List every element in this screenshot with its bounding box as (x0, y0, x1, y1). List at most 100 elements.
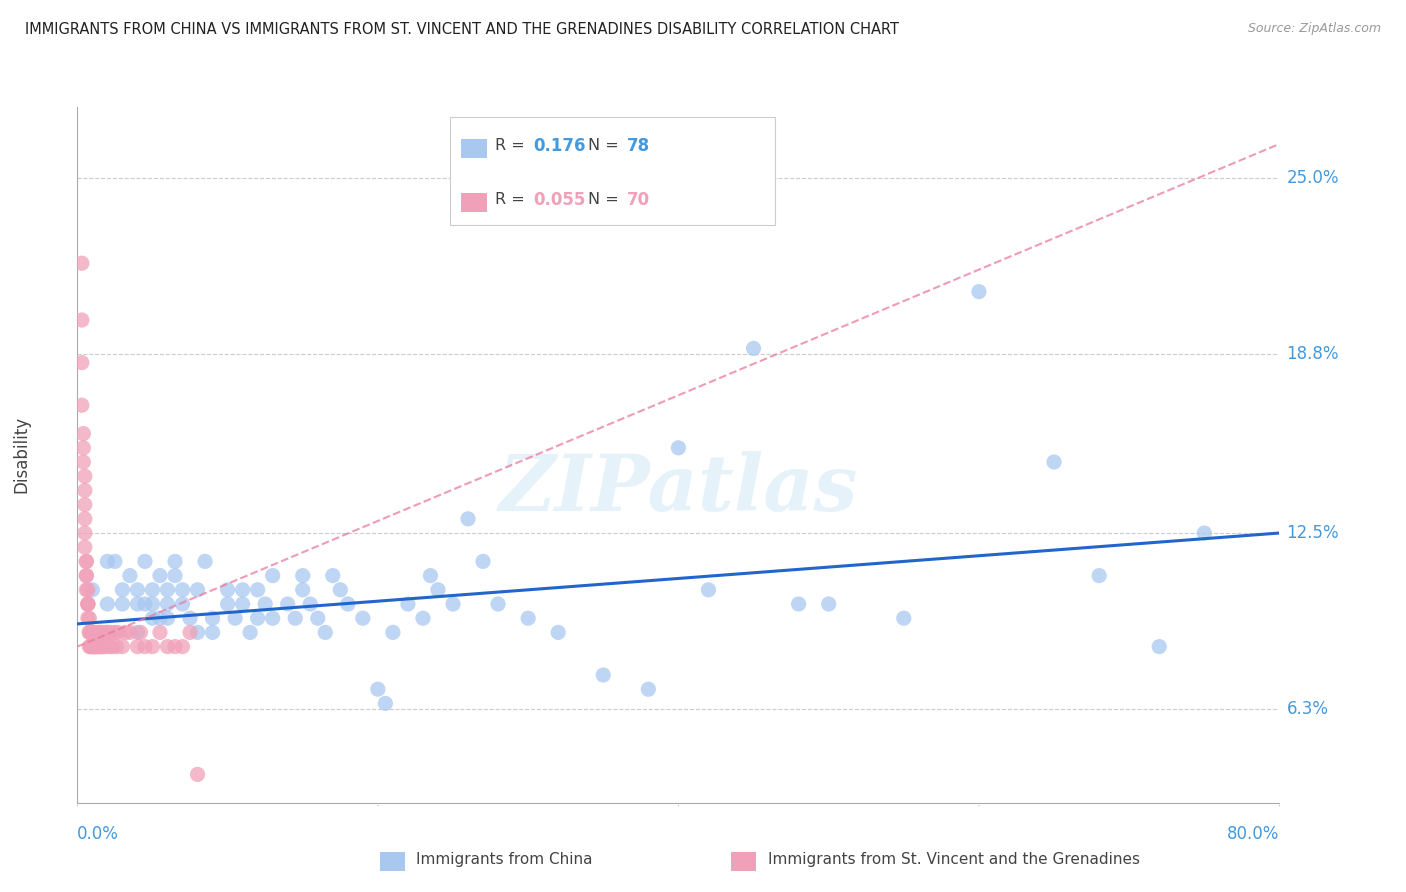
Text: N =: N = (588, 193, 624, 207)
Point (82, 640, 104, 654)
Point (967, 285, 990, 299)
Point (336, 597, 359, 611)
Point (83, 640, 105, 654)
Point (134, 640, 156, 654)
Point (172, 640, 194, 654)
Point (277, 597, 299, 611)
Point (86, 640, 108, 654)
Point (787, 597, 810, 611)
Point (396, 597, 419, 611)
Point (111, 640, 134, 654)
Text: Disability: Disability (13, 417, 30, 493)
Point (104, 554, 127, 568)
Point (291, 568, 314, 582)
Point (149, 625, 172, 640)
Point (82, 625, 104, 640)
Point (75, 568, 97, 582)
Text: Source: ZipAtlas.com: Source: ZipAtlas.com (1247, 22, 1381, 36)
Point (93, 640, 115, 654)
Point (1149, 640, 1171, 654)
Point (80, 640, 103, 654)
Point (90, 640, 112, 654)
Point (134, 554, 156, 568)
Point (547, 625, 569, 640)
Point (73, 512, 96, 526)
Point (70, 313, 93, 327)
Text: Immigrants from St. Vincent and the Grenadines: Immigrants from St. Vincent and the Gren… (768, 853, 1140, 867)
Point (179, 611, 201, 625)
Point (89, 625, 111, 640)
Point (381, 625, 404, 640)
Text: 6.3%: 6.3% (1286, 700, 1329, 718)
Point (94, 625, 117, 640)
Point (72, 455, 94, 469)
Point (163, 640, 186, 654)
Point (105, 640, 128, 654)
Point (134, 597, 156, 611)
Point (73, 526, 96, 541)
Point (79, 625, 101, 640)
Point (82, 625, 104, 640)
Point (70, 398, 93, 412)
Point (79, 625, 101, 640)
Point (232, 597, 254, 611)
Point (70, 356, 93, 370)
Point (80, 640, 103, 654)
Point (76, 597, 98, 611)
Point (1043, 455, 1066, 469)
Point (75, 568, 97, 582)
Point (127, 597, 149, 611)
Point (668, 441, 690, 455)
Point (87, 640, 110, 654)
Point (322, 568, 344, 582)
Point (111, 582, 134, 597)
Point (186, 767, 209, 781)
Point (127, 625, 149, 640)
Point (73, 483, 96, 498)
Point (517, 611, 540, 625)
Point (75, 554, 97, 568)
Point (592, 668, 614, 682)
Point (76, 582, 98, 597)
Point (186, 582, 209, 597)
Point (141, 640, 163, 654)
Point (100, 625, 122, 640)
Point (314, 625, 336, 640)
Point (76, 597, 98, 611)
Point (141, 611, 163, 625)
Point (79, 640, 101, 654)
Point (83, 640, 105, 654)
Point (70, 256, 93, 270)
Point (697, 582, 720, 597)
Text: R =: R = (495, 193, 530, 207)
Point (329, 582, 352, 597)
Point (246, 582, 269, 597)
Text: N =: N = (588, 138, 624, 153)
Point (86, 625, 108, 640)
Point (172, 597, 194, 611)
Point (79, 611, 101, 625)
Point (91, 640, 114, 654)
Point (72, 441, 94, 455)
Point (201, 611, 224, 625)
Point (163, 554, 186, 568)
Point (299, 597, 322, 611)
Point (1088, 568, 1111, 582)
Point (307, 611, 329, 625)
Point (441, 597, 464, 611)
Point (82, 625, 104, 640)
Point (194, 554, 217, 568)
Point (84, 640, 107, 654)
Point (427, 582, 450, 597)
Point (96, 625, 118, 640)
Text: 0.055: 0.055 (533, 191, 585, 209)
Point (262, 611, 284, 625)
Point (82, 582, 104, 597)
Point (246, 611, 269, 625)
Point (156, 640, 179, 654)
Text: 70: 70 (627, 191, 650, 209)
Point (1194, 526, 1216, 541)
Point (97, 640, 120, 654)
Point (118, 625, 141, 640)
Point (217, 582, 239, 597)
